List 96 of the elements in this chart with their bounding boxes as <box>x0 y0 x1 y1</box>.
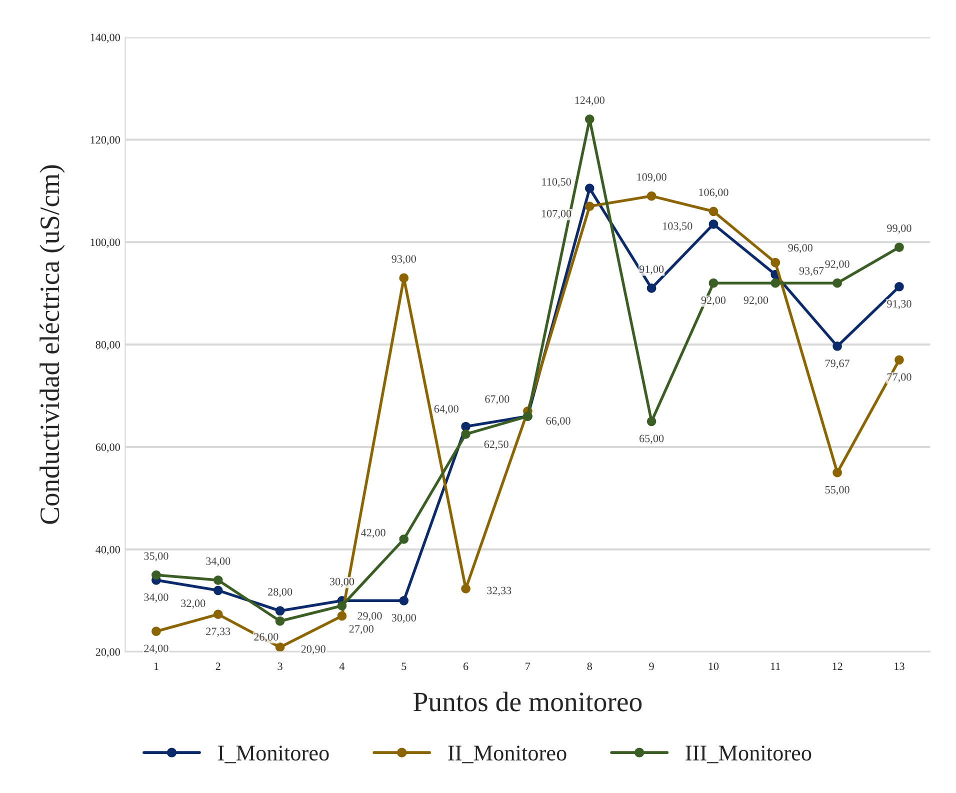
point <box>584 114 594 124</box>
x-tick-label: 8 <box>587 662 592 670</box>
y-tick-label: 120,00 <box>90 136 120 146</box>
x-tick-label: 2 <box>216 662 220 670</box>
data-label: 27,00 <box>349 625 374 634</box>
x-tick-label: 11 <box>771 662 780 670</box>
y-tick-label: 40,00 <box>96 546 120 555</box>
data-label: 92,00 <box>744 296 768 306</box>
point <box>832 468 842 478</box>
point <box>461 584 470 594</box>
data-label: 96,00 <box>788 244 812 254</box>
x-tick-label: 4 <box>339 662 345 670</box>
data-label: 32,33 <box>487 586 512 596</box>
point <box>213 575 223 585</box>
data-label: 109,00 <box>637 173 666 182</box>
data-label: 66,00 <box>546 417 570 426</box>
x-tick-label: 6 <box>463 662 468 670</box>
data-label: 32,00 <box>181 600 206 609</box>
data-label: 77,00 <box>887 373 912 382</box>
point <box>461 429 470 439</box>
legend-label: III_Monitoreo <box>686 746 812 764</box>
data-label: 124,00 <box>575 96 604 106</box>
point <box>399 534 409 544</box>
point <box>708 220 718 229</box>
point <box>708 206 718 216</box>
point <box>646 416 656 426</box>
data-label: 99,00 <box>887 224 912 234</box>
point <box>213 586 223 596</box>
legend-label: I_Monitoreo <box>218 746 329 764</box>
data-label: 106,00 <box>699 188 728 198</box>
point <box>770 258 780 268</box>
data-label: 91,30 <box>887 300 912 310</box>
point <box>584 184 594 194</box>
legend-label: II_Monitoreo <box>448 746 566 764</box>
point <box>770 278 780 288</box>
data-label: 92,00 <box>825 260 850 270</box>
data-label: 62,50 <box>484 440 508 450</box>
data-label: 91,00 <box>639 265 664 275</box>
data-label: 34,00 <box>144 593 168 603</box>
x-tick-label: 9 <box>649 662 654 670</box>
data-label: 35,00 <box>144 552 168 562</box>
point <box>213 610 223 619</box>
point <box>584 202 594 211</box>
data-label: 30,00 <box>392 614 416 624</box>
data-label: 93,00 <box>392 255 416 264</box>
data-label: 93,67 <box>799 267 824 276</box>
y-axis-title: Conductividad eléctrica (uS/cm) <box>40 165 65 524</box>
data-label: 92,00 <box>701 296 726 306</box>
point <box>275 642 285 652</box>
data-label: 55,00 <box>825 486 850 496</box>
data-label: 107,00 <box>542 210 572 219</box>
point <box>894 282 904 292</box>
x-tick-label: 13 <box>894 662 904 670</box>
x-tick-label: 7 <box>526 662 530 670</box>
point <box>275 606 285 616</box>
x-tick-label: 1 <box>154 662 158 670</box>
point <box>646 191 656 201</box>
data-label: 30,00 <box>330 578 354 587</box>
point <box>646 284 656 293</box>
data-label: 26,00 <box>254 633 278 642</box>
data-label: 28,00 <box>268 588 292 598</box>
y-tick-label: 140,00 <box>90 34 120 43</box>
point <box>894 242 904 252</box>
data-label: 103,50 <box>663 222 692 232</box>
y-tick-label: 80,00 <box>96 341 120 350</box>
data-label: 42,00 <box>361 528 386 538</box>
data-label: 64,00 <box>434 405 458 414</box>
y-tick-label: 60,00 <box>96 443 120 453</box>
point <box>708 278 718 288</box>
point <box>399 273 409 283</box>
point <box>832 278 842 288</box>
point <box>461 422 470 432</box>
point <box>152 570 161 580</box>
x-tick-label: 3 <box>278 662 282 670</box>
point <box>832 342 842 351</box>
data-label: 29,00 <box>358 612 382 622</box>
point <box>894 355 904 365</box>
x-tick-label: 12 <box>832 662 842 670</box>
y-tick-label: 100,00 <box>90 238 120 248</box>
data-label: 27,33 <box>206 628 230 637</box>
x-axis-title: Puntos de monitoreo <box>414 692 642 712</box>
point <box>399 596 409 606</box>
point <box>337 611 347 621</box>
data-label: 34,00 <box>206 557 230 566</box>
point <box>275 616 285 626</box>
y-tick-label: 20,00 <box>96 648 120 658</box>
point <box>337 601 347 610</box>
data-label: 79,67 <box>826 360 850 369</box>
data-label: 20,90 <box>301 645 326 654</box>
data-label: 65,00 <box>640 434 664 444</box>
data-label: 24,00 <box>144 644 168 654</box>
point <box>152 626 161 636</box>
data-label: 67,00 <box>485 395 510 404</box>
x-tick-label: 10 <box>708 662 719 670</box>
x-tick-label: 5 <box>402 662 406 670</box>
data-label: 110,50 <box>542 178 571 188</box>
